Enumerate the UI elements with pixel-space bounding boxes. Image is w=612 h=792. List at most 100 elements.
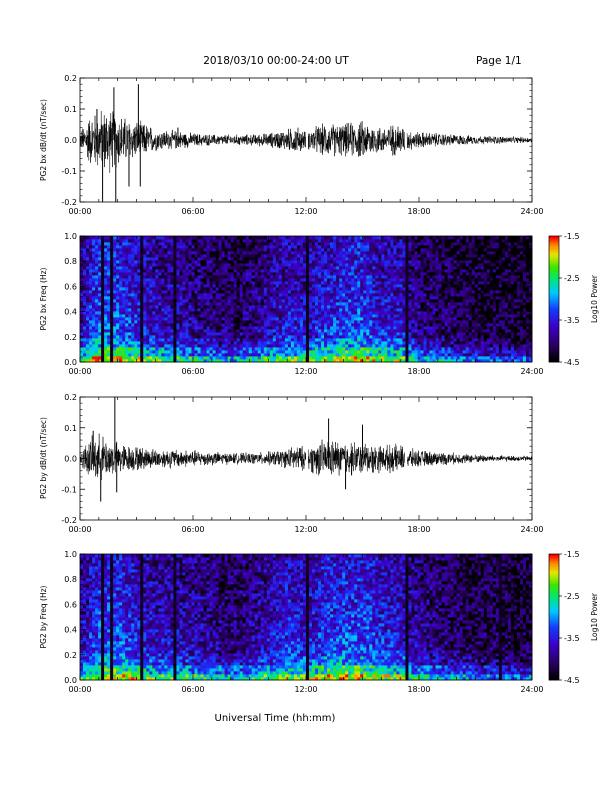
spectrogram-cell <box>179 314 183 318</box>
spectrogram-cell <box>290 242 295 246</box>
spectrogram-cell <box>128 263 132 267</box>
spectrogram-cell <box>411 329 415 333</box>
spectrogram-cell <box>351 263 355 267</box>
spectrogram-cell <box>354 263 358 267</box>
spectrogram-cell <box>269 269 274 273</box>
spectrogram-cell <box>402 350 406 354</box>
spectrogram-cell <box>420 257 424 261</box>
spectrogram-cell <box>239 344 244 348</box>
spectrogram-cell <box>197 290 201 294</box>
spectrogram-cell <box>414 317 418 321</box>
spectrogram-cell <box>119 290 123 294</box>
spectrogram-cell <box>107 341 111 345</box>
spectrogram-cell <box>161 287 165 291</box>
spectrogram-cell <box>149 326 153 330</box>
spectrogram-cell <box>227 296 232 300</box>
spectrogram-cell <box>83 296 87 300</box>
spectrogram-cell <box>260 260 265 264</box>
spectrogram-cell <box>185 344 189 348</box>
spectrogram-cell <box>200 329 204 333</box>
spectrogram-cell <box>206 302 210 306</box>
spectrogram-cell <box>185 260 189 264</box>
spectrogram-cell <box>86 341 90 345</box>
spectrogram-cell <box>381 308 385 312</box>
spectrogram-cell <box>351 359 355 363</box>
spectrogram-cell <box>116 290 120 294</box>
spectrogram-cell <box>119 329 123 333</box>
spectrogram-cell <box>345 236 349 240</box>
spectrogram-cell <box>327 263 331 267</box>
spectrogram-cell <box>390 302 394 306</box>
spectrogram-cell <box>417 320 421 324</box>
spectrogram-cell <box>278 281 283 285</box>
spectrogram-cell <box>242 353 247 357</box>
spectrogram-cell <box>167 245 171 249</box>
spectrogram-cell <box>266 314 271 318</box>
spectrogram-cell <box>170 350 174 354</box>
spectrogram-cell <box>375 329 379 333</box>
spectrogram-cell <box>372 266 376 270</box>
spectrogram-cell <box>194 341 198 345</box>
spectrogram-cell <box>158 260 162 264</box>
spectrogram-cell <box>390 332 394 336</box>
spectrogram-cell <box>393 275 397 279</box>
spectrogram-cell <box>387 293 391 297</box>
spectrogram-cell <box>86 242 90 246</box>
spectrogram-cell <box>357 338 361 342</box>
spectrogram-cell <box>275 263 280 267</box>
spectrogram-cell <box>89 287 93 291</box>
spectrogram-cell <box>348 305 352 309</box>
spectrogram-cell <box>134 272 138 276</box>
spectrogram-cell <box>269 332 274 336</box>
spectrogram-cell <box>327 329 331 333</box>
spectrogram-cell <box>363 323 367 327</box>
spectrogram-cell <box>206 242 210 246</box>
spectrogram-cell <box>366 314 370 318</box>
spectrogram-cell <box>158 356 162 360</box>
spectrogram-cell <box>167 341 171 345</box>
spectrogram-cell <box>194 320 198 324</box>
spectrogram-cell <box>122 251 126 255</box>
spectrogram-cell <box>336 284 340 288</box>
spectrogram-cell <box>417 344 421 348</box>
spectrogram-cell <box>233 305 238 309</box>
spectrogram-cell <box>299 311 304 315</box>
spectrogram-cell <box>345 326 349 330</box>
spectrogram-cell <box>399 284 403 288</box>
spectrogram-cell <box>299 359 304 363</box>
spectrogram-cell <box>176 359 180 363</box>
spectrogram-cell <box>342 287 346 291</box>
spectrogram-cell <box>348 359 352 363</box>
spectrogram-cell <box>197 296 201 300</box>
spectrogram-cell <box>266 239 271 243</box>
spectrogram-cell <box>287 323 292 327</box>
spectrogram-cell <box>86 308 90 312</box>
spectrogram-cell <box>378 263 382 267</box>
spectrogram-cell <box>230 311 235 315</box>
spectrogram-cell <box>348 299 352 303</box>
spectrogram-cell <box>281 323 286 327</box>
spectrogram-cell <box>155 260 159 264</box>
spectrogram-cell <box>191 287 195 291</box>
spectrogram-cell <box>167 278 171 282</box>
spectrogram-cell <box>299 245 304 249</box>
spectrogram-cell <box>128 350 132 354</box>
spectrogram-cell <box>182 272 186 276</box>
spectrogram-cell <box>284 326 289 330</box>
spectrogram-cell <box>351 269 355 273</box>
spectrogram-cell <box>113 245 117 249</box>
spectrogram-cell <box>182 323 186 327</box>
spectrogram-cell <box>378 290 382 294</box>
spectrogram-cell <box>95 356 99 360</box>
spectrogram-cell <box>161 329 165 333</box>
spectrogram-cell <box>146 260 150 264</box>
spectrogram-cell <box>405 320 409 324</box>
spectrogram-cell <box>197 248 201 252</box>
spectrogram-cell <box>275 305 280 309</box>
spectrogram-cell <box>330 302 334 306</box>
spectrogram-cell <box>423 242 427 246</box>
spectrogram-cell <box>116 347 120 351</box>
spectrogram-cell <box>417 317 421 321</box>
spectrogram-cell <box>309 278 313 282</box>
spectrogram-cell <box>131 338 135 342</box>
